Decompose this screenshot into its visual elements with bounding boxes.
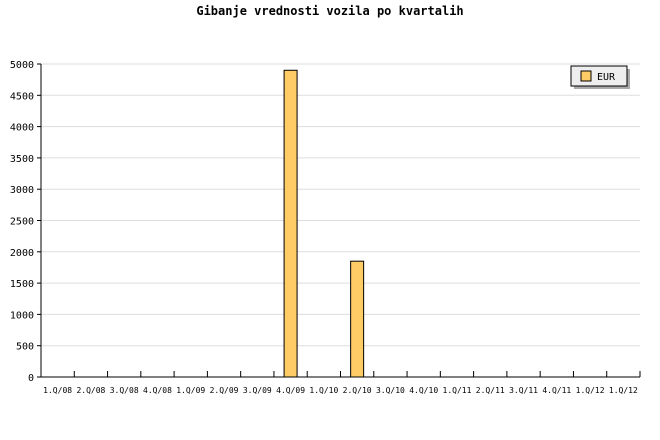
x-tick-label: 2.Q/11 xyxy=(476,386,505,395)
y-tick-label: 3500 xyxy=(10,154,34,165)
legend-label: EUR xyxy=(597,72,616,83)
bar xyxy=(350,260,365,378)
x-tick-label: 4.Q/10 xyxy=(409,386,438,395)
x-tick-label: 4.Q/09 xyxy=(276,386,305,395)
x-tick-label: 3.Q/09 xyxy=(243,386,272,395)
y-tick-label: 4500 xyxy=(10,91,34,102)
x-tick-label: 1.Q/12 xyxy=(576,386,605,395)
y-tick-label: 500 xyxy=(16,342,34,353)
x-tick-label: 3.Q/11 xyxy=(509,386,538,395)
x-tick-label: 1.Q/12 xyxy=(609,386,638,395)
y-tick-label: 1000 xyxy=(10,310,34,321)
x-tick-label: 4.Q/11 xyxy=(542,386,571,395)
chart-title: Gibanje vrednosti vozila po kvartalih xyxy=(196,4,463,18)
y-tick-label: 5000 xyxy=(10,60,34,71)
legend-swatch xyxy=(580,70,592,82)
y-tick-label: 2500 xyxy=(10,217,34,228)
y-tick-label: 3000 xyxy=(10,185,34,196)
y-tick-label: 1500 xyxy=(10,279,34,290)
x-tick-label: 4.Q/08 xyxy=(143,386,172,395)
x-tick-label: 2.Q/09 xyxy=(210,386,239,395)
bar xyxy=(283,69,298,378)
x-tick-label: 1.Q/11 xyxy=(443,386,472,395)
x-tick-label: 1.Q/10 xyxy=(309,386,338,395)
y-tick-label: 2000 xyxy=(10,248,34,259)
y-tick-label: 0 xyxy=(28,373,34,384)
y-tick-label: 4000 xyxy=(10,123,34,134)
x-tick-label: 1.Q/08 xyxy=(43,386,72,395)
x-tick-label: 2.Q/08 xyxy=(76,386,105,395)
legend: EUR xyxy=(570,65,630,89)
x-tick-label: 2.Q/10 xyxy=(343,386,372,395)
x-tick-label: 1.Q/09 xyxy=(176,386,205,395)
x-tick-label: 3.Q/08 xyxy=(110,386,139,395)
x-tick-label: 3.Q/10 xyxy=(376,386,405,395)
